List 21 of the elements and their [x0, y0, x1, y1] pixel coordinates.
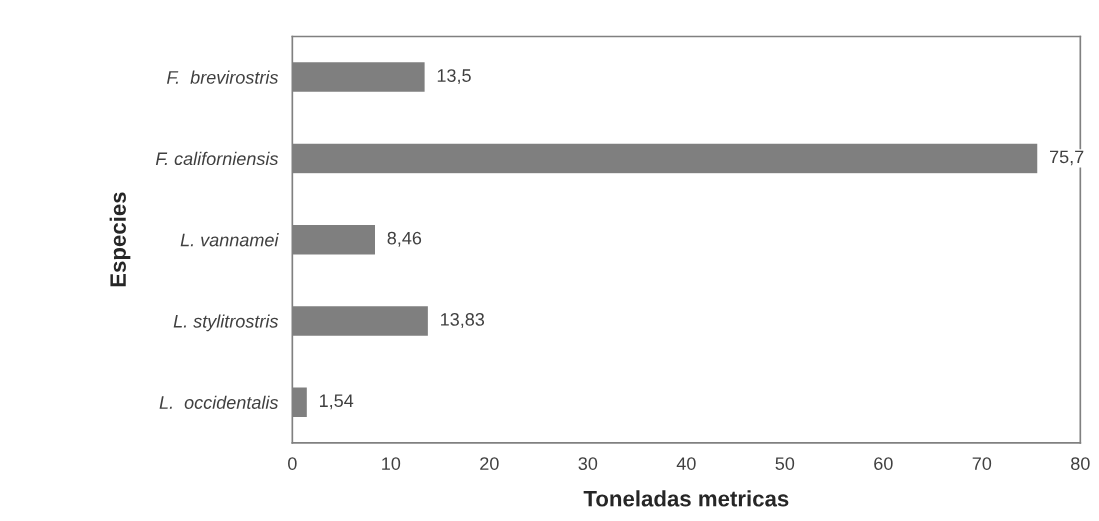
- x-tick-label: 20: [480, 457, 499, 470]
- y-axis-title: Especies: [109, 192, 131, 287]
- y-tick-label: F. californiensis: [155, 151, 279, 166]
- x-tick-label: 70: [972, 457, 992, 470]
- data-label: 75,7: [1050, 150, 1084, 166]
- data-label: 13,5: [437, 69, 471, 85]
- x-tick-label: 10: [382, 457, 401, 470]
- x-axis-title: Toneladas metricas: [583, 490, 789, 507]
- data-label: 1,54: [319, 394, 354, 410]
- y-tick-label: L. stylitrostris: [173, 314, 279, 332]
- y-tick-label: L. vannamei: [180, 233, 279, 247]
- x-tick-label: 30: [578, 457, 598, 470]
- x-tick-label: 80: [1071, 457, 1090, 470]
- y-tick-label: F. brevirostris: [166, 70, 279, 84]
- data-label: 8,46: [387, 231, 422, 247]
- x-tick-label: 40: [676, 457, 696, 470]
- x-tick-label: 50: [775, 457, 795, 470]
- x-tick-label: 60: [874, 457, 893, 470]
- data-label: 13,83: [441, 313, 485, 328]
- x-tick-label: 0: [288, 457, 297, 470]
- y-tick-label: L. occidentalis: [159, 395, 279, 409]
